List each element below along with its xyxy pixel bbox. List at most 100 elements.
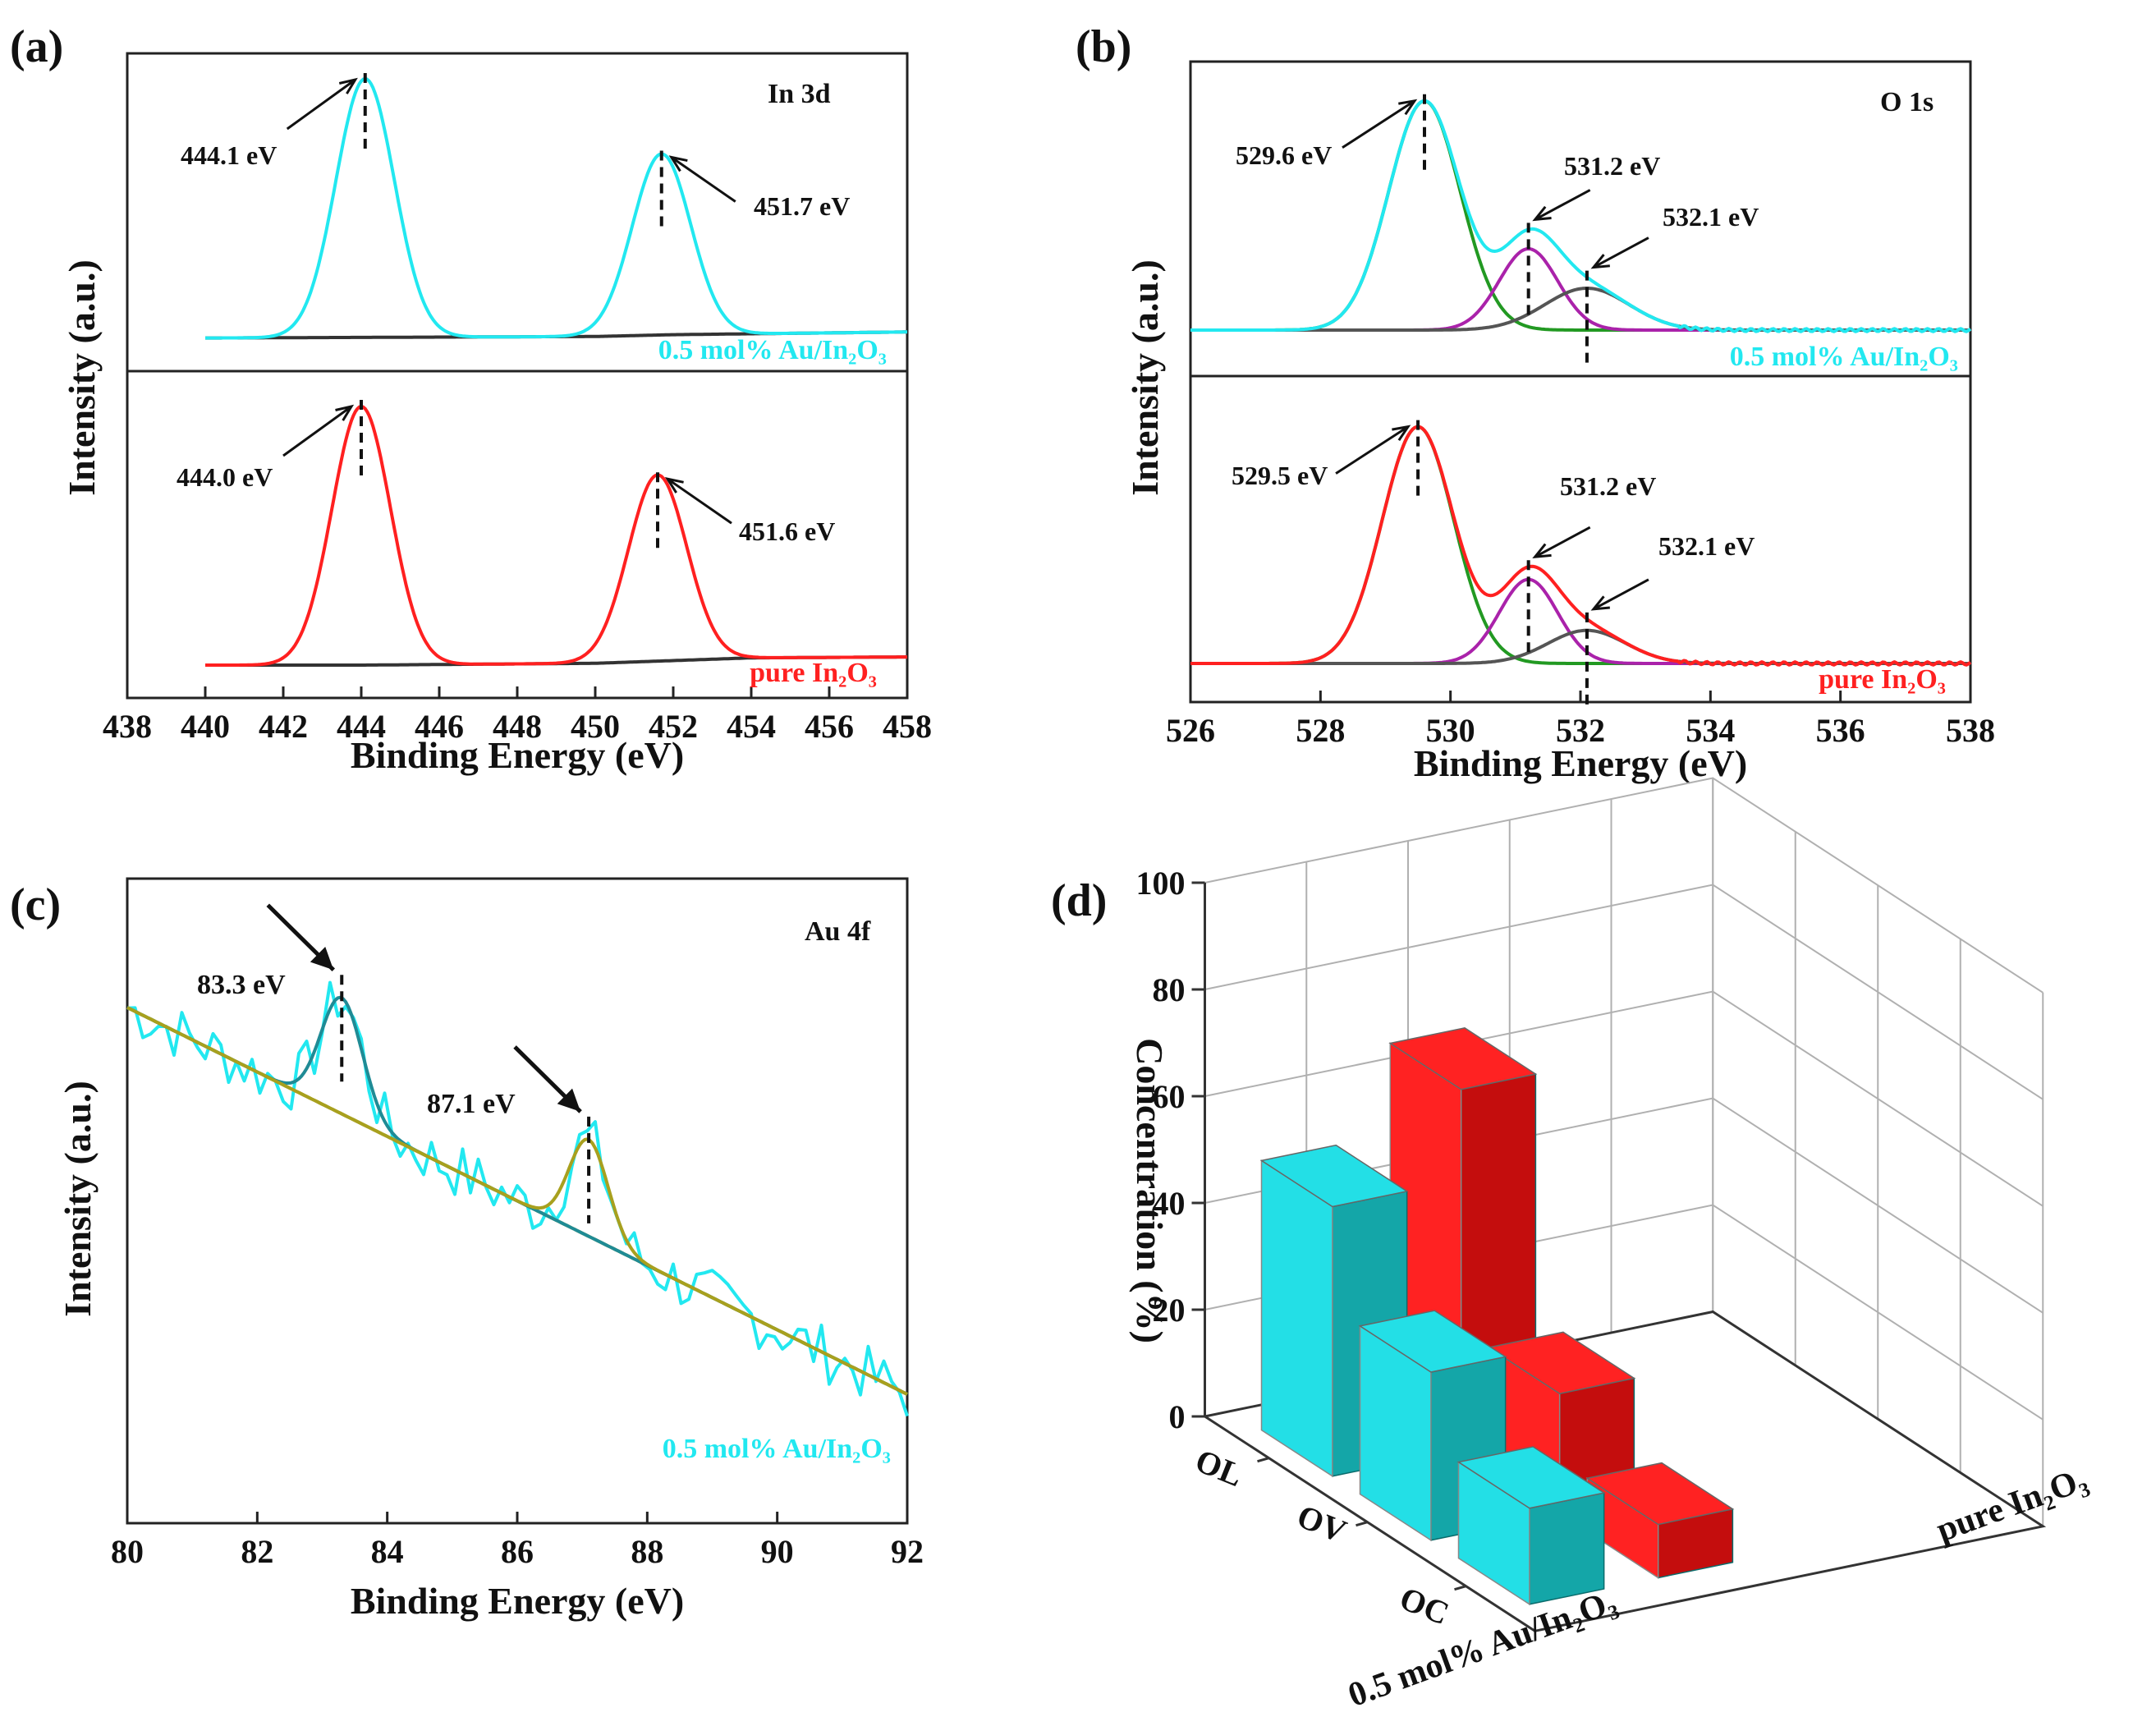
panel-a-in3d: (a) In 3d 438 440 442 444 446 448 450 452 454 456… xyxy=(10,21,932,776)
d-bar-0-5-mol-au-in2o3-oc xyxy=(1456,1446,1606,1606)
a-top-peak1-arrow xyxy=(286,77,358,131)
a-top-sample-label: 0.5 mol% Au/In₂O₃ xyxy=(658,335,887,365)
panel-d-z-title: Concentration (%) xyxy=(1129,1038,1171,1343)
a-top-peak2-arrow xyxy=(668,155,736,203)
a-xtick-label-438: 438 xyxy=(103,708,152,745)
panel-c-label: (c) xyxy=(10,879,61,930)
b-xtick-label-530: 530 xyxy=(1426,712,1475,749)
panel-c-plot xyxy=(126,903,909,1417)
d-ztick-label-100: 100 xyxy=(1136,865,1186,902)
d-ztick-label-40: 40 xyxy=(1153,1185,1186,1222)
d-ztick-label-0: 0 xyxy=(1169,1398,1186,1435)
b-top-oc-arrow xyxy=(1590,236,1649,269)
d-zgrid-100 xyxy=(1204,777,2044,994)
panel-b-region-label: O 1s xyxy=(1880,87,1934,117)
d-ztick-label-20: 20 xyxy=(1153,1292,1186,1329)
a-bottom-peak2-label: 451.6 eV xyxy=(739,516,835,546)
b-bottom-ov-component xyxy=(1190,577,1970,665)
panel-c-au4f: (c) Au 4f 80 82 84 86 88 90 92 Binding Energy … xyxy=(10,877,924,1622)
b-bottom-oc-arrow xyxy=(1590,578,1649,611)
b-xtick-label-528: 528 xyxy=(1296,712,1345,749)
panel-d-bars xyxy=(1259,1027,1735,1606)
c-xtick-label-90: 90 xyxy=(761,1533,794,1570)
d-bar-0-5-mol-au-in2o3-oc-top xyxy=(1456,1446,1606,1509)
c-peak1-arrow-head xyxy=(310,946,334,971)
b-bottom-ov-label: 531.2 eV xyxy=(1560,471,1656,501)
panel-a-x-axis: 438 440 442 444 446 448 450 452 454 456 458 xyxy=(103,686,932,745)
panel-b-x-title: Binding Energy (eV) xyxy=(1414,742,1747,784)
b-xtick-label-534: 534 xyxy=(1686,712,1735,749)
panel-c-region-label: Au 4f xyxy=(805,916,871,947)
d-ztick-label-80: 80 xyxy=(1153,971,1186,1008)
c-xtick-label-80: 80 xyxy=(111,1533,144,1570)
panel-b-label: (b) xyxy=(1076,21,1131,72)
b-top-sample-label: 0.5 mol% Au/In₂O₃ xyxy=(1730,342,1958,372)
c-xtick-label-92: 92 xyxy=(891,1533,924,1570)
panel-b-y-title: Intensity (a.u.) xyxy=(1124,259,1166,496)
b-bottom-sample-label: pure In₂O₃ xyxy=(1819,664,1946,695)
d-zgrid-80 xyxy=(1204,884,2044,1100)
a-xtick-label-450: 450 xyxy=(571,708,620,745)
a-xtick-label-446: 446 xyxy=(415,708,464,745)
b-top-ov-label: 531.2 eV xyxy=(1564,151,1660,181)
c-peak1-label: 83.3 eV xyxy=(197,970,286,1000)
d-bar-0-5-mol-au-in2o3-ov-top xyxy=(1358,1310,1507,1373)
a-bottom-peak2-arrow xyxy=(664,477,732,525)
c-xtick-label-86: 86 xyxy=(501,1533,534,1570)
d-cat-tick-OC xyxy=(1454,1585,1466,1591)
a-xtick-label-444: 444 xyxy=(337,708,386,745)
d-bar-pure-in2o3-ol-top xyxy=(1388,1027,1538,1090)
panel-d-z-axis: 0 20 40 60 80 100 xyxy=(1136,865,1466,1591)
c-peak2-arrow-head xyxy=(557,1088,581,1112)
b-top-envelope xyxy=(1190,99,1972,333)
a-top-spectrum xyxy=(205,76,907,340)
a-bottom-peak1-arrow xyxy=(282,404,355,457)
d-bar-0-5-mol-au-in2o3-ol-front xyxy=(1260,1159,1333,1478)
b-top-ol-label: 529.6 eV xyxy=(1236,140,1332,170)
panel-b-bottom-subplot xyxy=(1190,420,1972,707)
b-bottom-ov-arrow xyxy=(1532,526,1591,559)
c-xtick-label-84: 84 xyxy=(371,1533,404,1570)
d-category-oc: OC xyxy=(1395,1579,1454,1632)
b-top-ov-arrow xyxy=(1532,189,1591,222)
c-sample-label: 0.5 mol% Au/In₂O₃ xyxy=(663,1434,891,1464)
d-bar-pure-in2o3-ov-top xyxy=(1487,1331,1636,1395)
c-peak2-label: 87.1 eV xyxy=(427,1089,516,1119)
d-cat-tick-OV xyxy=(1356,1521,1368,1527)
c-peak2-fit xyxy=(126,1006,908,1396)
d-category-ol: OL xyxy=(1190,1442,1248,1494)
b-xtick-label-526: 526 xyxy=(1166,712,1215,749)
b-xtick-label-536: 536 xyxy=(1816,712,1865,749)
panel-a-region-label: In 3d xyxy=(768,79,831,109)
panel-a-y-title: Intensity (a.u.) xyxy=(61,259,103,496)
a-bottom-peak1-label: 444.0 eV xyxy=(177,462,273,492)
panel-a-bottom-subplot: 444.0 eV 451.6 eV pure In₂O₃ xyxy=(177,400,907,688)
panel-a-x-title: Binding Energy (eV) xyxy=(351,734,684,776)
b-bottom-ol-arrow xyxy=(1335,425,1411,475)
c-xtick-label-82: 82 xyxy=(241,1533,273,1570)
b-bottom-oc-label: 532.1 eV xyxy=(1658,531,1755,561)
panel-c-x-title: Binding Energy (eV) xyxy=(351,1580,684,1622)
panel-a-top-subplot: 444.1 eV 451.7 eV 0.5 mol% Au/In₂O₃ xyxy=(181,73,907,365)
a-top-peak1-label: 444.1 eV xyxy=(181,140,277,170)
panel-b-x-axis: 526 528 530 532 534 536 538 xyxy=(1166,691,1995,749)
panel-a-label: (a) xyxy=(10,21,63,72)
d-series-label-pure: pure In₂O₃ xyxy=(1932,1460,2092,1549)
panel-b-o1s: (b) O 1s 526 528 530 532 534 536 538 Binding E… xyxy=(1076,21,1995,784)
a-xtick-label-454: 454 xyxy=(727,708,776,745)
b-xtick-label-532: 532 xyxy=(1556,712,1605,749)
a-xtick-label-458: 458 xyxy=(883,708,932,745)
b-top-oc-component xyxy=(1190,287,1970,332)
b-top-oc-label: 532.1 eV xyxy=(1663,202,1759,232)
b-bottom-envelope xyxy=(1190,425,1972,667)
c-xtick-label-88: 88 xyxy=(631,1533,663,1570)
panel-c-y-title: Intensity (a.u.) xyxy=(57,1081,99,1317)
d-bar-pure-in2o3-oc-top xyxy=(1585,1462,1735,1526)
b-bottom-ol-label: 529.5 eV xyxy=(1232,461,1328,490)
a-top-peak2-label: 451.7 eV xyxy=(754,191,850,221)
b-xtick-label-538: 538 xyxy=(1946,712,1995,749)
a-xtick-label-440: 440 xyxy=(181,708,230,745)
panel-d-label: (d) xyxy=(1051,875,1107,926)
